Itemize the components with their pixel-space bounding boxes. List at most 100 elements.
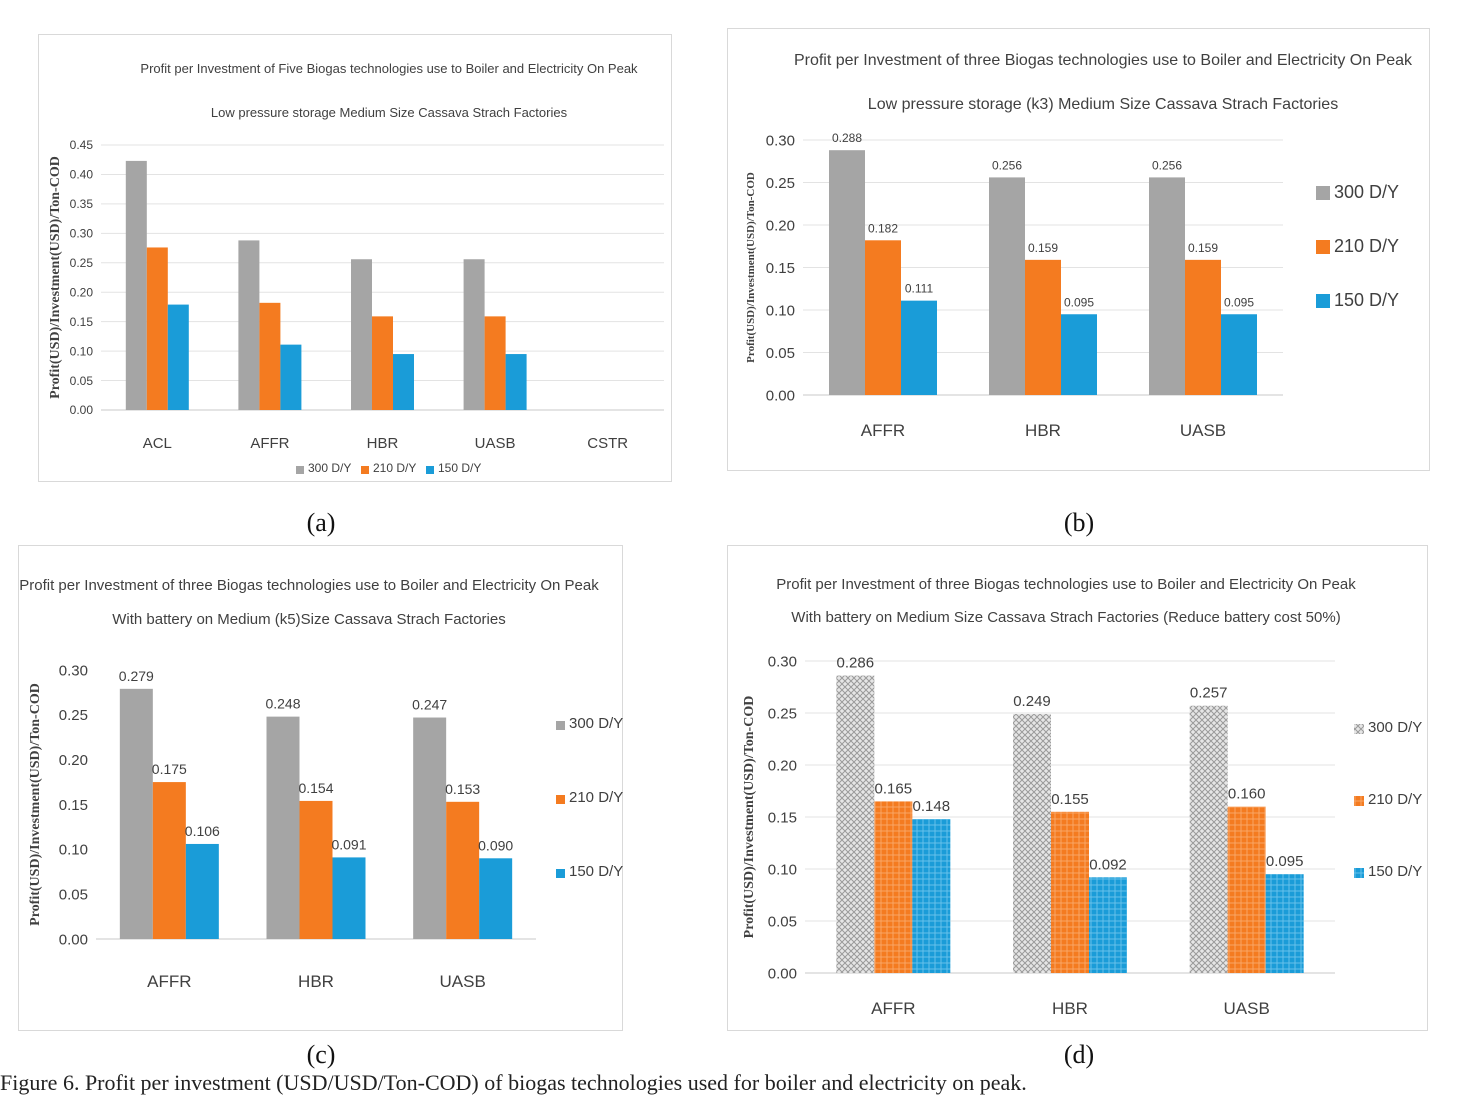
data-label: 0.106 <box>185 823 220 839</box>
bar-300-affr <box>829 150 865 395</box>
legend-label: 150 D/Y <box>569 863 623 880</box>
data-label: 0.256 <box>1152 158 1182 172</box>
bar-300-hbr <box>266 716 300 939</box>
legend-label: 150 D/Y <box>438 461 481 475</box>
chart-title: Profit per Investment of Five Biogas tec… <box>140 61 638 76</box>
y-tick-label: 0.30 <box>59 662 88 679</box>
bar-150-affr <box>901 300 937 395</box>
chart-c: Profit per Investment of three Biogas te… <box>19 577 623 991</box>
x-category-label: AFFR <box>147 972 191 991</box>
y-tick-label: 0.15 <box>70 315 94 329</box>
data-label: 0.154 <box>298 780 333 796</box>
chart-panel-b: Profit per Investment of three Biogas te… <box>727 28 1430 471</box>
bar-150-hbr <box>332 857 366 939</box>
y-tick-label: 0.10 <box>70 344 94 358</box>
legend-swatch <box>426 466 434 474</box>
bar-300-hbr <box>1013 714 1051 973</box>
y-tick-label: 0.15 <box>768 809 797 826</box>
y-axis-label: Profit(USD)/Investment(USD)/Ton-COD <box>48 156 63 399</box>
legend-swatch <box>1316 186 1330 200</box>
legend-swatch <box>556 721 565 730</box>
y-tick-label: 0.15 <box>59 797 88 814</box>
bar-210-hbr <box>1051 811 1089 973</box>
data-label: 0.279 <box>119 668 154 684</box>
legend-swatch <box>1354 796 1364 806</box>
data-label: 0.247 <box>412 697 447 713</box>
data-label: 0.095 <box>1266 853 1304 870</box>
legend-label: 300 D/Y <box>1334 182 1399 202</box>
chart-subtitle: With battery on Medium (k5)Size Cassava … <box>112 611 505 628</box>
data-label: 0.159 <box>1028 241 1058 255</box>
data-label: 0.256 <box>992 158 1022 172</box>
legend-swatch <box>361 466 369 474</box>
data-label: 0.175 <box>152 761 187 777</box>
x-category-label: HBR <box>298 972 334 991</box>
chart-panel-a: Profit per Investment of Five Biogas tec… <box>38 34 672 482</box>
data-label: 0.148 <box>913 798 951 815</box>
chart-panel-d: Profit per Investment of three Biogas te… <box>727 545 1428 1031</box>
bar-210-affr <box>865 240 901 395</box>
y-tick-label: 0.05 <box>768 913 797 930</box>
bar-300-affr <box>836 675 875 973</box>
chart-title: Profit per Investment of three Biogas te… <box>776 576 1356 593</box>
bar-210-acl <box>146 247 168 410</box>
x-category-label: AFFR <box>861 421 905 440</box>
x-category-label: HBR <box>367 435 399 452</box>
bar-300-uasb <box>1189 705 1228 973</box>
x-category-label: UASB <box>475 435 516 452</box>
bar-300-acl <box>125 160 147 410</box>
bar-300-hbr <box>989 177 1025 395</box>
y-tick-label: 0.00 <box>768 965 797 982</box>
legend-swatch <box>556 795 565 804</box>
legend-swatch <box>1354 724 1364 734</box>
legend-swatch <box>1316 294 1330 308</box>
x-category-label: CSTR <box>587 435 628 452</box>
x-category-label: UASB <box>1224 999 1270 1018</box>
y-tick-label: 0.30 <box>768 653 797 670</box>
x-category-label: HBR <box>1052 999 1088 1018</box>
y-tick-label: 0.30 <box>766 132 795 149</box>
bar-150-affr <box>280 344 302 410</box>
legend-label: 300 D/Y <box>308 461 351 475</box>
bar-300-uasb <box>413 717 447 939</box>
data-label: 0.111 <box>905 282 934 296</box>
chart-subtitle: Low pressure storage (k3) Medium Size Ca… <box>868 96 1338 113</box>
y-tick-label: 0.45 <box>70 138 94 152</box>
x-category-label: AFFR <box>871 999 915 1018</box>
bar-150-uasb <box>1221 314 1257 395</box>
legend-label: 150 D/Y <box>1334 290 1399 310</box>
bar-150-uasb <box>1265 874 1304 973</box>
bar-210-uasb <box>1227 806 1266 973</box>
y-tick-label: 0.20 <box>70 285 94 299</box>
bar-210-hbr <box>372 316 393 410</box>
chart-title: Profit per Investment of three Biogas te… <box>19 577 599 594</box>
bar-150-uasb <box>479 858 513 939</box>
y-tick-label: 0.00 <box>70 403 94 417</box>
data-label: 0.165 <box>875 780 913 797</box>
y-tick-label: 0.05 <box>766 345 795 362</box>
bar-150-uasb <box>505 354 527 410</box>
bar-210-hbr <box>299 800 333 939</box>
legend-label: 300 D/Y <box>1368 719 1422 736</box>
chart-a: Profit per Investment of Five Biogas tec… <box>48 61 664 475</box>
y-tick-label: 0.10 <box>768 861 797 878</box>
bar-210-hbr <box>1025 259 1061 395</box>
y-tick-label: 0.25 <box>766 175 795 192</box>
y-tick-label: 0.20 <box>766 217 795 234</box>
bar-150-hbr <box>1089 877 1127 973</box>
bar-150-affr <box>185 843 219 939</box>
data-label: 0.286 <box>837 655 875 672</box>
legend-label: 210 D/Y <box>1368 791 1422 808</box>
bar-150-affr <box>912 819 951 973</box>
x-category-label: UASB <box>440 972 486 991</box>
bar-210-uasb <box>446 801 480 939</box>
chart-subtitle: With battery on Medium Size Cassava Stra… <box>791 609 1340 626</box>
legend-swatch <box>296 466 304 474</box>
chart-d: Profit per Investment of three Biogas te… <box>742 576 1422 1018</box>
y-tick-label: 0.00 <box>766 387 795 404</box>
legend-label: 210 D/Y <box>569 789 623 806</box>
legend-swatch <box>1354 868 1364 878</box>
data-label: 0.288 <box>832 131 862 145</box>
data-label: 0.153 <box>445 781 480 797</box>
y-tick-label: 0.35 <box>70 197 94 211</box>
